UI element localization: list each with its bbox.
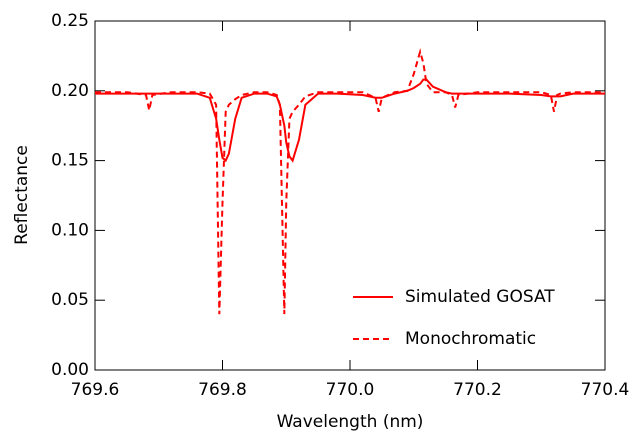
y-tick-label: 0.00 [51,360,89,380]
y-tick-label: 0.10 [51,220,89,240]
x-tick-label: 770.0 [326,380,375,400]
x-tick-label: 770.2 [453,380,502,400]
y-tick-label: 0.25 [51,11,89,31]
x-tick-label: 769.6 [71,380,120,400]
x-tick-label: 769.8 [198,380,247,400]
y-tick-label: 0.05 [51,290,89,310]
series-line [95,48,605,315]
plot-frame [94,20,606,371]
legend-label: Simulated GOSAT [405,287,555,307]
y-axis-label: Reflectance [12,145,32,245]
legend-label: Monochromatic [405,329,536,349]
y-tick-label: 0.15 [51,151,89,171]
x-tick-label: 770.4 [581,380,630,400]
x-axis-label: Wavelength (nm) [277,412,424,432]
y-tick-label: 0.20 [51,81,89,101]
